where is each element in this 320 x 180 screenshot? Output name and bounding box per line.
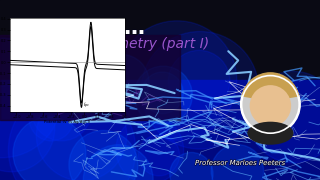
Circle shape (36, 90, 127, 180)
Wedge shape (242, 72, 299, 99)
Text: $i_{pc}$: $i_{pc}$ (84, 100, 91, 111)
Circle shape (69, 130, 138, 180)
Circle shape (211, 145, 264, 180)
Bar (0, 35, 180, 120)
Text: Cyclic voltammetry (part I): Cyclic voltammetry (part I) (22, 37, 209, 51)
Circle shape (170, 152, 213, 180)
Ellipse shape (247, 122, 293, 145)
Circle shape (94, 54, 149, 110)
Circle shape (168, 50, 230, 112)
Circle shape (141, 31, 259, 149)
Circle shape (248, 71, 320, 163)
Circle shape (134, 66, 192, 125)
Circle shape (8, 86, 136, 180)
Circle shape (241, 75, 300, 134)
Text: Basics of …: Basics of … (12, 18, 145, 38)
Circle shape (0, 38, 61, 158)
Circle shape (29, 96, 74, 141)
Circle shape (32, 81, 92, 141)
Circle shape (83, 145, 153, 180)
Circle shape (142, 72, 183, 114)
Text: $i_{pa}$: $i_{pa}$ (0, 179, 1, 180)
Bar (0, 80, 320, 180)
X-axis label: Potential (V vs Ag/AgCl): Potential (V vs Ag/AgCl) (44, 120, 90, 124)
Text: Professor Marloes Peeters: Professor Marloes Peeters (195, 160, 285, 166)
Bar (0, 0, 320, 85)
Circle shape (117, 21, 237, 140)
Circle shape (116, 116, 184, 180)
Circle shape (250, 85, 291, 127)
Circle shape (139, 135, 180, 176)
Circle shape (13, 117, 86, 180)
Circle shape (0, 85, 55, 172)
